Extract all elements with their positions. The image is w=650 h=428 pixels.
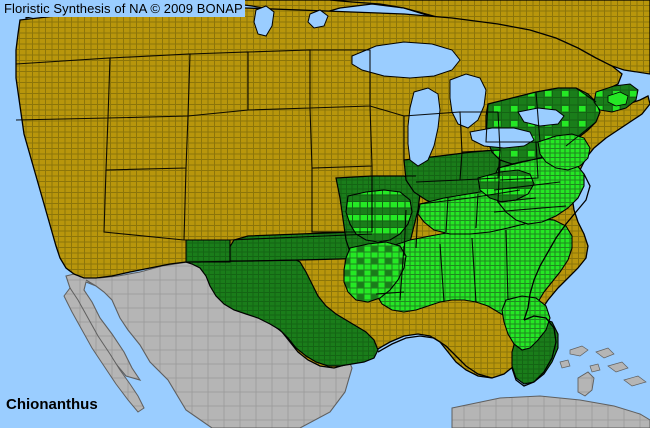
lake-michigan [407, 87, 441, 167]
lake-superior [351, 41, 461, 79]
lake-huron [449, 73, 487, 129]
county-cluster-coastal-massachusetts[interactable] [607, 91, 629, 107]
taxon-name-label: Chionanthus [6, 396, 98, 413]
county-cluster-arkansas-missouri[interactable] [345, 189, 413, 243]
coastline-outline [377, 173, 591, 387]
title-backdrop [0, 0, 245, 17]
great-lakes-group [253, 5, 565, 167]
state-new-mexico-southeast[interactable] [185, 239, 231, 263]
cuba-landmass [451, 395, 650, 428]
county-cluster-east-texas-louisiana[interactable] [343, 241, 407, 303]
county-cluster-maryland-delaware-newjersey[interactable] [537, 133, 591, 171]
map-attribution-title: Floristic Synthesis of NA © 2009 BONAP [4, 1, 243, 16]
county-cluster-florida-north[interactable] [501, 295, 551, 351]
county-present-group[interactable] [343, 91, 629, 351]
lake-winnipeg [253, 5, 275, 37]
taxon-backdrop [0, 392, 112, 412]
bahamas-island-chain [559, 345, 647, 387]
lake-ontario [517, 107, 565, 127]
state-boundary-lines [15, 49, 597, 303]
lake-of-the-woods [307, 9, 329, 29]
bahamas-andros [577, 371, 595, 397]
baja-california [63, 287, 145, 413]
